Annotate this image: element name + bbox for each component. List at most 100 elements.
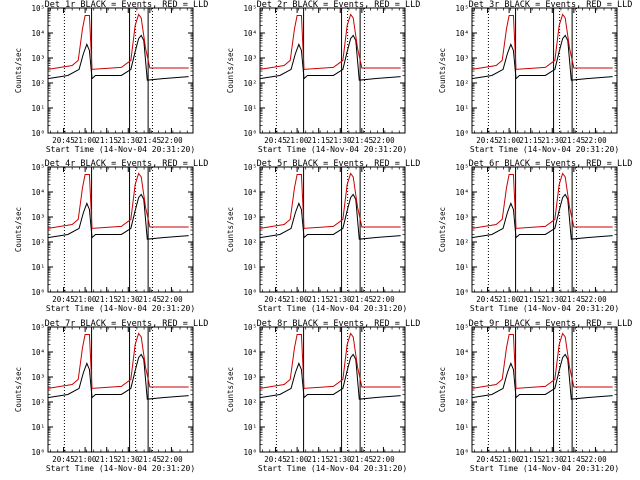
x-tick-label: 21:30 — [329, 455, 352, 464]
y-tick-label: 10⁴ — [243, 29, 257, 38]
series-line-lld — [259, 332, 401, 389]
y-tick-label: 10² — [31, 238, 45, 247]
panel-title: Det 4r BLACK = Events, RED = LLD — [45, 159, 209, 169]
x-tick-label: 21:15 — [307, 136, 330, 145]
y-axis-label: Counts/sec — [14, 48, 23, 93]
y-tick-label: 10⁴ — [31, 188, 45, 197]
series-line-events — [47, 193, 189, 240]
x-tick-label: 20:45 — [264, 295, 287, 304]
y-tick-label: 10⁰ — [243, 288, 257, 297]
y-tick-label: 10¹ — [31, 263, 45, 272]
y-tick-label: 10² — [243, 398, 257, 407]
y-tick-label: 10² — [455, 238, 469, 247]
x-tick-label: 20:45 — [264, 136, 287, 145]
y-axis-label: Counts/sec — [14, 207, 23, 252]
x-tick-label: 20:45 — [52, 295, 75, 304]
y-tick-label: 10¹ — [243, 423, 257, 432]
y-tick-label: 10⁵ — [31, 323, 45, 332]
x-tick-label: 21:00 — [74, 295, 97, 304]
y-tick-label: 10⁵ — [455, 323, 469, 332]
y-tick-label: 10⁴ — [455, 188, 469, 197]
x-tick-label: 21:15 — [519, 295, 542, 304]
y-axis-label: Counts/sec — [438, 367, 447, 412]
y-tick-label: 10⁴ — [31, 348, 45, 357]
panel-title: Det 3r BLACK = Events, RED = LLD — [469, 0, 633, 10]
plot-frame — [471, 7, 618, 134]
x-tick-label: 21:15 — [519, 455, 542, 464]
series-line-lld — [259, 172, 401, 229]
y-axis-label: Counts/sec — [226, 367, 235, 412]
y-tick-label: 10⁵ — [243, 4, 257, 13]
y-tick-label: 10³ — [455, 213, 469, 222]
series-line-events — [259, 193, 401, 240]
y-tick-label: 10⁴ — [455, 348, 469, 357]
y-tick-label: 10³ — [31, 213, 45, 222]
plot-frame — [471, 326, 618, 453]
y-tick-label: 10⁴ — [243, 188, 257, 197]
x-tick-label: 22:00 — [584, 295, 607, 304]
panel-title: Det 2r BLACK = Events, RED = LLD — [257, 0, 421, 10]
panel-title: Det 6r BLACK = Events, RED = LLD — [469, 159, 633, 169]
x-tick-label: 22:00 — [372, 136, 395, 145]
x-axis-label: Start Time (14-Nov-04 20:31:20) — [258, 464, 407, 473]
series-line-events — [471, 34, 613, 81]
panel-det-3r: Det 3r BLACK = Events, RED = LLD 10⁰ 10¹ 10… — [438, 0, 632, 154]
y-tick-label: 10⁵ — [455, 4, 469, 13]
x-axis-label: Start Time (14-Nov-04 20:31:20) — [470, 464, 619, 473]
x-tick-label: 21:45 — [351, 455, 374, 464]
x-tick-label: 21:00 — [498, 136, 521, 145]
y-tick-label: 10⁰ — [455, 129, 469, 138]
x-axis-label: Start Time (14-Nov-04 20:31:20) — [46, 464, 195, 473]
x-tick-label: 21:30 — [329, 295, 352, 304]
panel-det-2r: Det 2r BLACK = Events, RED = LLD 10⁰ 10¹ 10… — [226, 0, 420, 154]
x-tick-label: 22:00 — [372, 295, 395, 304]
x-tick-label: 21:00 — [498, 455, 521, 464]
series-line-lld — [471, 172, 613, 229]
y-axis-label: Counts/sec — [438, 207, 447, 252]
y-axis-label: Counts/sec — [14, 367, 23, 412]
y-tick-label: 10³ — [243, 373, 257, 382]
x-tick-label: 21:45 — [351, 295, 374, 304]
y-tick-label: 10² — [243, 238, 257, 247]
panel-det-7r: Det 7r BLACK = Events, RED = LLD 10⁰ 10¹ 10… — [14, 319, 208, 473]
y-tick-label: 10¹ — [455, 104, 469, 113]
x-axis-label: Start Time (14-Nov-04 20:31:20) — [470, 145, 619, 154]
y-axis-label: Counts/sec — [226, 48, 235, 93]
x-tick-label: 20:45 — [264, 455, 287, 464]
y-tick-label: 10² — [31, 398, 45, 407]
x-axis-label: Start Time (14-Nov-04 20:31:20) — [470, 304, 619, 313]
y-tick-label: 10¹ — [243, 263, 257, 272]
x-tick-label: 21:45 — [139, 295, 162, 304]
series-line-lld — [47, 332, 189, 389]
x-tick-label: 21:15 — [95, 295, 118, 304]
panel-title: Det 9r BLACK = Events, RED = LLD — [469, 319, 633, 329]
x-tick-label: 21:30 — [541, 136, 564, 145]
y-tick-label: 10³ — [243, 54, 257, 63]
x-tick-label: 21:15 — [95, 455, 118, 464]
x-tick-label: 22:00 — [584, 455, 607, 464]
x-tick-label: 21:00 — [286, 455, 309, 464]
x-axis-label: Start Time (14-Nov-04 20:31:20) — [258, 145, 407, 154]
y-tick-label: 10⁰ — [455, 448, 469, 457]
y-tick-label: 10⁰ — [455, 288, 469, 297]
plot-frame — [259, 166, 406, 293]
x-axis-label: Start Time (14-Nov-04 20:31:20) — [46, 304, 195, 313]
y-axis-label: Counts/sec — [438, 48, 447, 93]
x-tick-label: 21:00 — [74, 136, 97, 145]
x-tick-label: 20:45 — [476, 136, 499, 145]
series-line-events — [259, 34, 401, 81]
y-tick-label: 10⁵ — [455, 163, 469, 172]
x-tick-label: 21:00 — [286, 295, 309, 304]
panel-title: Det 5r BLACK = Events, RED = LLD — [257, 159, 421, 169]
y-tick-label: 10⁰ — [31, 288, 45, 297]
y-tick-label: 10² — [455, 79, 469, 88]
y-tick-label: 10⁰ — [243, 448, 257, 457]
y-tick-label: 10³ — [455, 373, 469, 382]
series-line-lld — [471, 13, 613, 70]
y-tick-label: 10¹ — [31, 423, 45, 432]
x-tick-label: 21:30 — [117, 455, 140, 464]
y-tick-label: 10³ — [31, 54, 45, 63]
x-tick-label: 22:00 — [372, 455, 395, 464]
panel-title: Det 1r BLACK = Events, RED = LLD — [45, 0, 209, 10]
